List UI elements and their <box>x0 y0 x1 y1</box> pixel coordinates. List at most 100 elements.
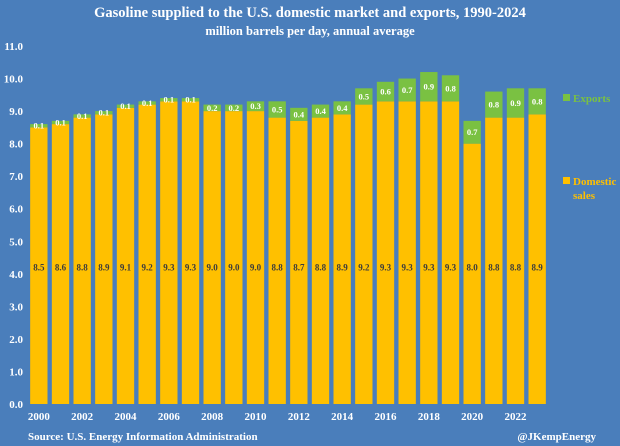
data-label-exports: 0.6 <box>380 87 391 97</box>
data-label-domestic: 9.3 <box>445 263 457 273</box>
bar-exports <box>355 88 373 105</box>
legend-label-domestic-line2: sales <box>573 190 596 202</box>
data-label-domestic: 9.0 <box>228 263 240 273</box>
y-tick-label: 1.0 <box>9 366 23 378</box>
bar-domestic-sales <box>506 117 525 404</box>
data-label-exports: 0.4 <box>315 106 326 116</box>
bar-domestic-sales <box>116 107 135 404</box>
data-label-domestic: 9.3 <box>185 263 197 273</box>
data-label-exports: 0.1 <box>99 108 110 118</box>
legend-swatch-domestic <box>563 177 570 184</box>
data-label-exports: 0.1 <box>55 117 66 127</box>
bar-exports <box>506 88 525 118</box>
bar-domestic-sales <box>160 101 178 404</box>
bar-exports <box>463 120 481 144</box>
bar-domestic-sales <box>441 101 460 404</box>
data-label-domestic: 8.0 <box>467 263 479 273</box>
y-tick-label: 7.0 <box>9 171 23 183</box>
data-label-exports: 0.5 <box>272 104 283 114</box>
y-tick-label: 2.0 <box>9 334 23 346</box>
bar-domestic-sales <box>398 101 416 404</box>
y-tick-label: 6.0 <box>9 204 23 216</box>
x-tick-label: 2020 <box>461 411 484 423</box>
bar-domestic-sales <box>30 127 48 404</box>
y-tick-label: 4.0 <box>9 269 23 281</box>
x-tick-label: 2002 <box>71 411 94 423</box>
data-label-domestic: 9.0 <box>250 263 262 273</box>
data-label-exports: 0.1 <box>185 95 196 105</box>
bar-exports <box>246 101 265 112</box>
bar-exports <box>398 78 416 102</box>
legend-label-domestic-line1: Domestic <box>573 176 616 188</box>
data-label-exports: 0.1 <box>34 121 45 131</box>
bar-domestic-sales <box>333 114 351 404</box>
x-tick-label: 2018 <box>418 411 441 423</box>
data-label-exports: 0.1 <box>77 111 88 121</box>
bar-domestic-sales <box>225 111 243 404</box>
x-tick-label: 2012 <box>288 411 311 423</box>
bar-exports <box>311 104 330 118</box>
bar-exports <box>138 101 156 105</box>
bar-exports <box>116 104 135 108</box>
y-tick-label: 9.0 <box>9 106 23 118</box>
legend-swatch-exports <box>563 94 570 101</box>
x-tick-label: 2014 <box>331 411 354 423</box>
legend: Exports Domestic sales <box>563 93 616 202</box>
x-tick-label: 2016 <box>375 411 398 423</box>
y-tick-label: 10.0 <box>4 74 24 86</box>
bar-domestic-sales <box>420 101 438 404</box>
credit-handle: @JKempEnergy <box>517 431 596 443</box>
bar-domestic-sales <box>376 101 395 404</box>
bar-exports <box>420 72 438 102</box>
bar-exports <box>528 88 546 115</box>
data-label-exports: 0.9 <box>424 82 435 92</box>
y-tick-label: 5.0 <box>9 236 23 248</box>
bar-domestic-sales <box>51 124 70 404</box>
bar-exports <box>51 120 70 125</box>
bar-exports <box>333 101 351 115</box>
data-label-exports: 0.7 <box>402 85 413 95</box>
data-label-domestic: 8.5 <box>33 263 45 273</box>
data-label-domestic: 8.8 <box>510 263 522 273</box>
bar-domestic-sales <box>290 120 308 404</box>
data-label-exports: 0.2 <box>207 103 218 113</box>
bars: 8.5 0.1 8.6 0.1 8.8 0.1 8.9 0.1 9.1 0.1 9.2 0.1 9.3 0… <box>30 72 546 405</box>
x-tick-label: 2006 <box>158 411 181 423</box>
bar-exports <box>160 98 178 102</box>
x-tick-label: 2022 <box>505 411 528 423</box>
data-label-domestic: 9.3 <box>163 263 175 273</box>
data-label-domestic: 8.9 <box>532 263 544 273</box>
data-label-domestic: 8.6 <box>55 263 67 273</box>
data-label-domestic: 9.2 <box>142 263 154 273</box>
bar-domestic-sales <box>203 111 221 404</box>
x-tick-label: 2008 <box>201 411 224 423</box>
data-label-domestic: 9.2 <box>358 263 370 273</box>
data-label-exports: 0.4 <box>337 103 348 113</box>
data-label-domestic: 9.1 <box>120 263 132 273</box>
y-tick-label: 11.0 <box>4 41 23 53</box>
legend-label-exports: Exports <box>573 93 611 105</box>
data-label-exports: 0.1 <box>120 101 131 111</box>
bar-exports <box>181 98 200 102</box>
data-label-domestic: 8.8 <box>488 263 500 273</box>
data-label-exports: 0.4 <box>294 109 305 119</box>
bar-exports <box>376 81 395 102</box>
bar-exports <box>30 124 48 128</box>
bar-exports <box>485 91 503 118</box>
data-label-exports: 0.1 <box>164 95 175 105</box>
bar-exports <box>268 101 286 118</box>
data-label-domestic: 8.8 <box>272 263 284 273</box>
bar-domestic-sales <box>463 143 481 405</box>
data-label-domestic: 8.9 <box>98 263 110 273</box>
x-tick-label: 2010 <box>245 411 268 423</box>
bar-domestic-sales <box>311 117 330 404</box>
source-note: Source: U.S. Energy Information Administ… <box>28 431 258 443</box>
bar-domestic-sales <box>355 104 373 404</box>
bar-exports <box>203 104 221 112</box>
data-label-domestic: 8.8 <box>77 263 89 273</box>
data-label-domestic: 8.8 <box>315 263 327 273</box>
x-tick-label: 2000 <box>28 411 51 423</box>
data-label-domestic: 9.3 <box>380 263 392 273</box>
